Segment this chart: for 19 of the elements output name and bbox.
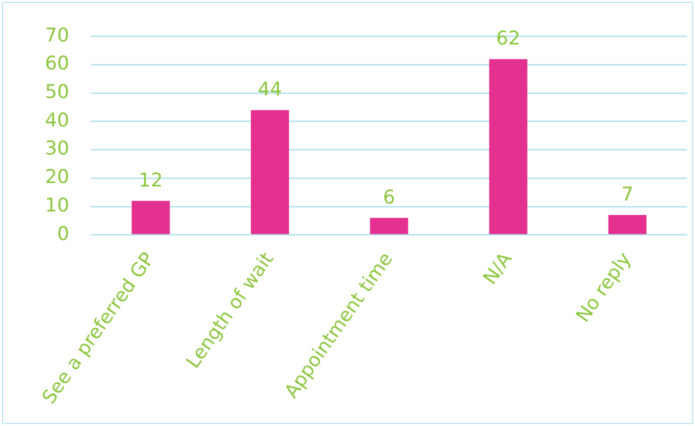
bar — [608, 215, 646, 234]
y-tick-label: 70 — [44, 24, 70, 46]
y-tick-label: 50 — [44, 81, 70, 104]
data-label: 12 — [138, 169, 163, 192]
y-tick-label: 0 — [57, 222, 70, 245]
y-tick-label: 20 — [44, 166, 70, 188]
x-tick-label: N/A — [479, 248, 516, 289]
data-label: 7 — [621, 183, 634, 206]
bar — [250, 110, 289, 234]
data-label: 62 — [496, 28, 520, 50]
y-tick-label: 40 — [44, 109, 70, 132]
data-label: 6 — [383, 186, 396, 208]
bar — [370, 218, 408, 234]
bar — [489, 59, 528, 234]
y-tick-label: 30 — [44, 138, 70, 160]
data-label: 44 — [258, 78, 282, 101]
y-tick-label: 60 — [44, 52, 70, 75]
bar — [132, 200, 170, 234]
y-tick-label: 10 — [44, 194, 70, 216]
